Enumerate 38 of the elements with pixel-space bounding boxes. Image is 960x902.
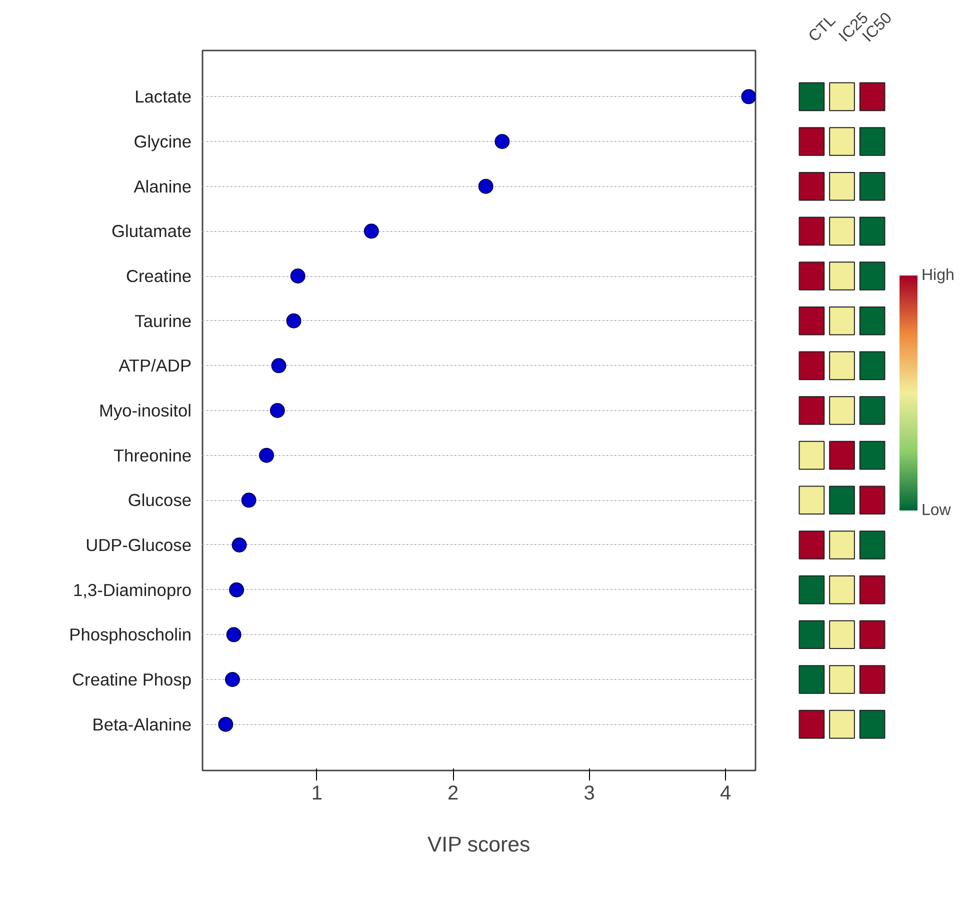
y-tick-label: Glucose [128,490,192,510]
color-bar-label: High [922,267,954,284]
x-tick-label: 3 [584,782,595,804]
point [229,582,244,598]
y-tick-label: Lactate [134,86,192,107]
x-axis-title: VIP scores [427,832,530,856]
point [224,672,240,687]
x-tick-label: CTL [806,12,840,46]
y-tick-label: Creatine Phosp [72,669,192,690]
point [271,358,286,374]
point [241,492,256,508]
y-tick-label: Phosphoscholin [69,624,192,645]
y-tick-label: Threonine [113,445,192,466]
point [478,178,494,194]
point [741,89,756,104]
point [290,268,306,284]
point [270,403,285,418]
point [232,538,247,552]
y-tick-label: UDP-Glucose [86,534,192,555]
y-tick-label: ATP/ADP [118,356,192,376]
y-tick-label: Glutamate [112,221,192,242]
x-tick-label: 2 [448,782,459,804]
point [494,134,510,149]
point [259,448,274,463]
y-tick-label: Alanine [134,176,192,196]
y-tick-label: Myo-inositol [99,400,192,420]
x-tick-label: 1 [311,782,322,804]
point [218,716,234,732]
y-tick-label: 1,3-Diaminopro [73,580,192,600]
point [286,313,302,328]
point [226,627,242,642]
y-tick-label: Taurine [134,310,192,331]
color-bar-label: Low [922,502,952,519]
y-tick-label: Glycine [134,132,192,152]
y-tick-label: Beta-Alanine [92,714,192,734]
y-tick-label: Creatine [126,266,192,286]
x-tick-label: 4 [720,782,732,804]
point [364,224,379,239]
